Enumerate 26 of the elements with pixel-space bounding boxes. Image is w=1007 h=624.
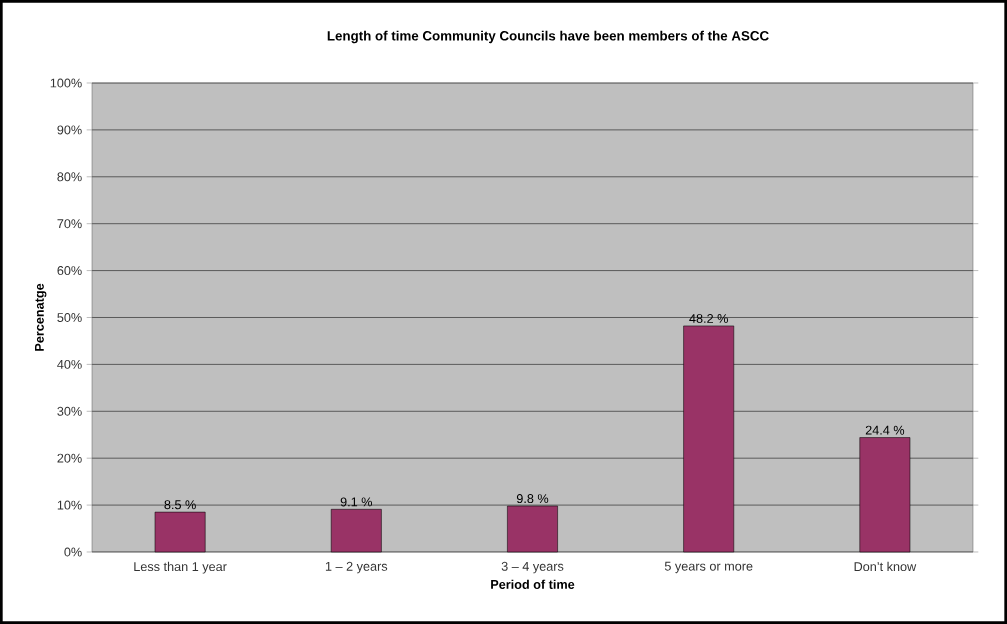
data-label: 9.8 % — [516, 494, 549, 504]
y-axis-title: Percenatge — [35, 283, 47, 351]
x-tick-label: 1 – 2 years — [325, 561, 388, 574]
y-tick-label: 30% — [57, 406, 82, 416]
y-tick-label: 80% — [57, 172, 82, 182]
y-tick-label: 20% — [57, 453, 82, 463]
bar — [330, 509, 382, 553]
y-tick-label: 100% — [50, 78, 82, 88]
y-tick-label: 0% — [64, 547, 82, 557]
y-tick-label: 60% — [57, 266, 82, 276]
chart-title: Length of time Community Councils have been members of the ASCC — [327, 30, 769, 44]
x-tick-label: 3 – 4 years — [501, 561, 564, 574]
x-tick-label: 5 years or more — [664, 561, 753, 574]
x-axis-title: Period of time — [491, 579, 575, 589]
y-tick-label: 70% — [57, 219, 82, 229]
bar — [154, 511, 206, 553]
y-tick-label: 50% — [57, 313, 82, 322]
data-label: 48.2 % — [689, 314, 728, 323]
y-tick-label: 10% — [57, 500, 82, 510]
data-label: 24.4 % — [865, 425, 905, 435]
y-tick-label: 90% — [57, 125, 82, 135]
x-tick-label: Don’t know — [854, 561, 917, 572]
y-tick-label: 40% — [57, 359, 82, 369]
x-tick-label: Less than 1 year — [134, 561, 227, 574]
data-label: 9.1 % — [340, 497, 373, 507]
data-label: 8.5 % — [164, 500, 196, 510]
